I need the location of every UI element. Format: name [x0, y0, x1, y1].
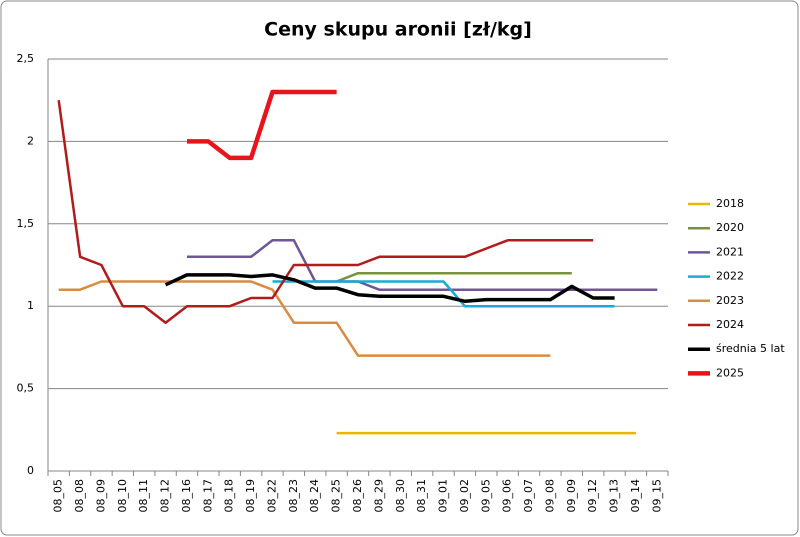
x-tick-label: 08_12 — [159, 479, 172, 513]
y-tick-label: 0,5 — [17, 382, 35, 395]
x-tick-label: 08_18 — [223, 479, 236, 513]
legend-label: 2024 — [716, 318, 744, 331]
x-tick-label: 09_05 — [479, 479, 492, 513]
x-tick-label: 09_09 — [565, 479, 578, 513]
x-tick-label: 09_14 — [629, 479, 642, 513]
x-tick-label: 08_22 — [265, 479, 278, 513]
x-tick-label: 08_29 — [372, 479, 385, 513]
series-line — [336, 271, 572, 283]
x-tick-label: 09_08 — [543, 479, 556, 513]
x-tick-label: 08_24 — [308, 479, 321, 513]
x-tick-label: 09_02 — [458, 479, 471, 513]
legend-label: 2021 — [716, 245, 744, 258]
x-tick-label: 08_23 — [287, 479, 300, 513]
series-line — [164, 273, 615, 304]
x-tick-label: 08_17 — [201, 479, 214, 513]
legend-label: 2020 — [716, 221, 744, 234]
legend-label: 2022 — [716, 270, 744, 283]
x-tick-label: 08_05 — [52, 479, 65, 513]
x-tick-label: 08_09 — [94, 479, 107, 513]
series-line — [187, 89, 337, 161]
x-tick-label: 08_16 — [180, 479, 193, 513]
x-tick-label: 08_25 — [330, 479, 343, 513]
chart-title: Ceny skupu aronii [zł/kg] — [264, 19, 532, 41]
x-tick-label: 09_06 — [501, 479, 514, 513]
legend-label: 2025 — [716, 366, 744, 379]
x-tick-label: 09_12 — [586, 479, 599, 513]
legend-label: 2018 — [716, 197, 744, 210]
x-tick-label: 08_11 — [137, 479, 150, 513]
series-line — [58, 280, 551, 357]
x-tick-label: 09_01 — [437, 479, 450, 513]
x-tick-label: 09_07 — [522, 479, 535, 513]
x-tick-label: 08_10 — [116, 479, 129, 513]
y-tick-label: 2 — [27, 134, 34, 147]
x-tick-label: 09_13 — [608, 479, 621, 513]
y-tick-label: 1 — [27, 299, 34, 312]
x-tick-label: 08_26 — [351, 479, 364, 513]
series-line — [57, 100, 594, 324]
series-line — [272, 280, 615, 308]
x-tick-label: 09_15 — [650, 479, 663, 513]
y-tick-label: 2,5 — [17, 52, 35, 65]
x-tick-label: 08_31 — [415, 479, 428, 513]
legend-label: średnia 5 lat — [716, 342, 785, 355]
x-tick-label: 08_08 — [73, 479, 86, 513]
y-tick-label: 1,5 — [17, 217, 35, 230]
x-tick-label: 08_19 — [244, 479, 257, 513]
y-tick-label: 0 — [27, 464, 34, 477]
x-tick-label: 08_30 — [394, 479, 407, 513]
legend-label: 2023 — [716, 294, 744, 307]
